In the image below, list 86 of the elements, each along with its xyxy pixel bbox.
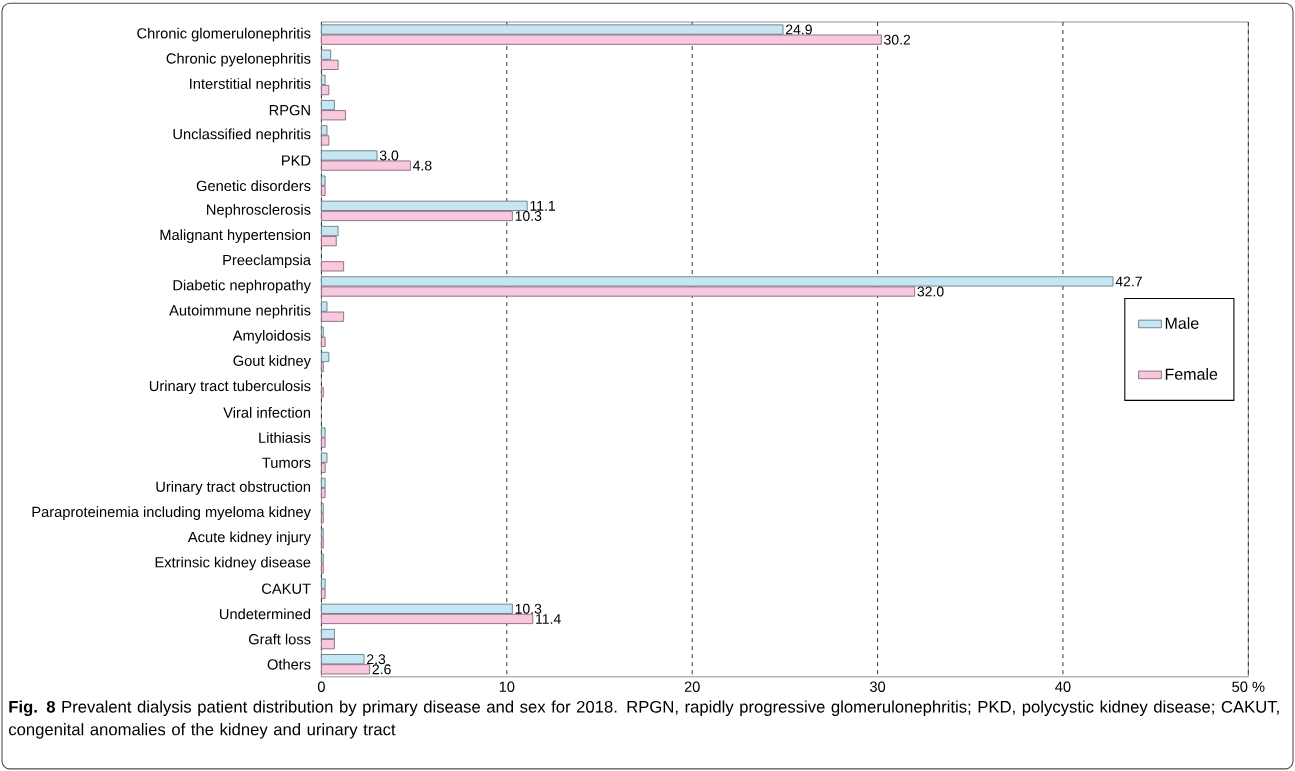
bar <box>320 588 326 599</box>
bar <box>320 628 335 640</box>
bar <box>320 74 326 86</box>
bar <box>320 160 411 171</box>
bar <box>320 462 326 474</box>
legend-label: Male <box>1165 317 1199 329</box>
bar <box>320 84 330 96</box>
bar <box>320 236 337 247</box>
data-label: 2.6 <box>372 664 391 675</box>
data-label: 30.2 <box>884 34 911 45</box>
bar <box>320 477 326 489</box>
data-label: 42.7 <box>1115 276 1142 287</box>
y-tick-label: Nephrosclerosis <box>207 204 311 218</box>
data-label: 32.0 <box>917 286 944 297</box>
bar <box>320 664 371 675</box>
bar <box>320 301 328 312</box>
y-tick-label: Urinary tract tuberculosis <box>149 380 311 395</box>
y-tick-label: Lithiasis <box>259 432 311 444</box>
bar <box>320 603 513 615</box>
bar <box>320 150 378 161</box>
bar <box>320 135 330 146</box>
y-tick-label: Extrinsic kidney disease <box>155 556 311 571</box>
y-tick-label: Chronic glomerulonephritis <box>137 27 311 42</box>
bar <box>320 200 528 212</box>
bar <box>320 59 339 71</box>
bar <box>320 452 328 463</box>
bar <box>320 437 326 448</box>
bar <box>320 24 784 35</box>
data-label: 11.4 <box>536 614 561 624</box>
y-tick-label: CAKUT <box>262 583 311 594</box>
data-label: 4.8 <box>412 160 432 171</box>
bar <box>320 336 326 348</box>
bar <box>320 351 330 363</box>
data-label: 10.3 <box>515 211 542 221</box>
y-tick-label: Urinary tract obstruction <box>156 481 311 495</box>
x-tick-label: 10 <box>499 681 515 693</box>
bar <box>320 311 345 322</box>
bar <box>320 276 1114 287</box>
data-label: 2.3 <box>367 654 386 665</box>
bar <box>320 49 332 60</box>
y-tick-label: Diabetic nephropathy <box>173 279 311 294</box>
data-label: 11.1 <box>530 201 555 211</box>
bar <box>320 225 339 237</box>
bar <box>320 175 326 186</box>
x-tick-label: 20 <box>684 681 700 693</box>
bar <box>320 654 365 665</box>
y-tick-label: Genetic disorders <box>196 180 311 192</box>
x-tick-label: 40 <box>1055 681 1071 693</box>
y-tick-label: Preeclampsia <box>223 254 311 269</box>
text: Fig. 8 Prevalent dialysis patient distribution by primary disease and sex for 2018. RPGN, rapidly progressive glomerulonephritis; PKD, polycystic kidney disease; CAKUT, congenital anomalies of the kidney and urinary tract <box>8 700 1279 739</box>
bar <box>320 578 326 589</box>
bar <box>320 613 534 625</box>
y-tick-label: Others <box>267 658 311 670</box>
data-label: 3.0 <box>379 150 399 161</box>
y-tick-label: Tumors <box>262 457 311 468</box>
bar <box>320 110 346 121</box>
y-tick-label: Acute kidney injury <box>187 531 311 546</box>
bar <box>320 34 882 45</box>
data-label: 24.9 <box>786 24 812 35</box>
bar <box>320 210 513 222</box>
y-tick-label: Undetermined <box>220 608 311 620</box>
x-tick-label: 0 <box>317 681 325 693</box>
bar <box>320 261 345 272</box>
y-tick-label: PKD <box>282 155 311 166</box>
bar <box>320 185 326 196</box>
y-tick-label: Chronic pyelonephritis <box>166 53 311 67</box>
y-tick-label: Graft loss <box>248 633 311 645</box>
legend-label: Female <box>1165 368 1218 380</box>
y-tick-label: Paraproteinemia including myeloma kidney <box>32 506 311 521</box>
y-tick-label: Viral infection <box>223 407 311 418</box>
x-tick-label: 50 % <box>1232 681 1265 693</box>
y-tick-label: RPGN <box>269 105 310 116</box>
y-tick-label: Gout kidney <box>233 355 311 369</box>
x-tick-label: 30 <box>869 681 886 693</box>
y-tick-label: Interstitial nephritis <box>190 78 311 92</box>
data-label: 10.3 <box>515 603 542 614</box>
y-tick-label: Autoimmune nephritis <box>169 304 311 319</box>
bar <box>320 100 335 111</box>
bar <box>320 286 916 297</box>
bar <box>320 487 326 499</box>
y-tick-label: Unclassified nephritis <box>173 128 311 143</box>
bar <box>320 639 335 650</box>
y-tick-label: Amyloidosis <box>232 330 311 344</box>
bar <box>320 427 326 438</box>
bar <box>320 125 328 136</box>
y-tick-label: Malignant hypertension <box>160 229 311 243</box>
